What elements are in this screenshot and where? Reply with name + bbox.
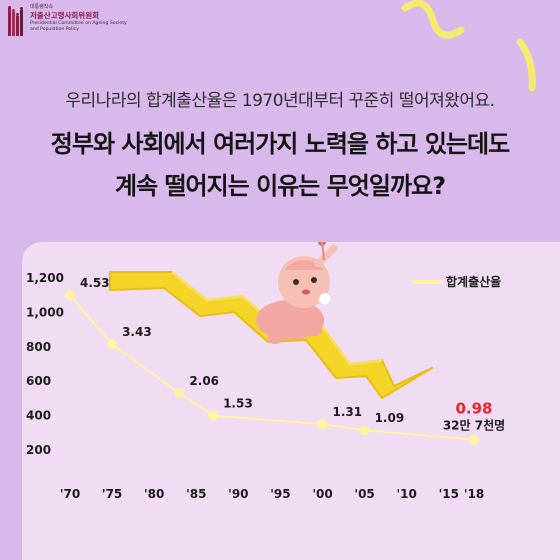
x-tick-label: '18 — [464, 487, 484, 501]
data-point — [65, 290, 75, 301]
y-tick-label: 1,200 — [26, 271, 64, 285]
x-tick-label: '10 — [396, 487, 416, 501]
data-label: 1.53 — [223, 397, 253, 411]
headline-line-2: 계속 떨어지는 이유는 무엇일까요? — [114, 172, 446, 200]
baby-illustration-icon — [256, 242, 338, 344]
data-point — [359, 425, 370, 436]
x-tick-label: '70 — [60, 487, 80, 501]
y-tick-label: 200 — [26, 443, 51, 457]
data-label-final: 0.98 — [455, 400, 492, 418]
committee-logo: 대통령직속 저출산고령사회위원회 Presidential Committee … — [8, 4, 128, 46]
legend-label: 합계출산율 — [446, 274, 501, 289]
logo-subtitle: Presidential Committee on Ageing Society… — [30, 21, 127, 32]
data-point — [317, 419, 328, 430]
x-tick-label: '90 — [228, 487, 248, 501]
decorative-stroke-right — [516, 38, 536, 92]
x-tick-label: '75 — [102, 487, 122, 501]
y-tick-label: 800 — [26, 340, 51, 354]
y-tick-label: 1,000 — [26, 305, 64, 319]
x-tick-label: '00 — [312, 487, 332, 501]
data-point — [208, 410, 219, 421]
data-point — [469, 434, 479, 445]
data-label: 1.09 — [375, 411, 405, 425]
subtitle: 우리나라의 합계출산율은 1970년대부터 꾸준히 떨어져왔어요. — [65, 91, 495, 111]
logo-top-text: 대통령직속 — [30, 4, 54, 10]
chart-panel: 1,200 1,000 800 600 400 200 '70 '75 '80 '85 '90 '95… — [22, 242, 560, 560]
logo-emblem-icon — [8, 6, 23, 36]
x-tick-label: '80 — [144, 487, 164, 501]
x-tick-label: '05 — [354, 487, 374, 501]
data-label: 1.31 — [333, 405, 363, 419]
data-label: 2.06 — [189, 374, 219, 388]
fertility-rate-chart: 1,200 1,000 800 600 400 200 '70 '75 '80 '85 '90 '95… — [26, 242, 505, 501]
data-point — [174, 388, 185, 399]
data-label: 3.43 — [122, 325, 152, 339]
logo-title: 저출산고령사회위원회 — [30, 11, 99, 20]
y-tick-label: 400 — [26, 409, 51, 423]
x-tick-label: '85 — [186, 487, 206, 501]
x-tick-label: '15 — [439, 487, 459, 501]
decorative-squiggle-top — [401, 0, 465, 39]
headline-line-1: 정부와 사회에서 여러가지 노력을 하고 있는데도 — [50, 130, 510, 158]
x-tick-label: '95 — [270, 487, 290, 501]
y-tick-label: 600 — [26, 374, 51, 388]
births-annotation: 32만 7천명 — [443, 418, 505, 433]
data-label: 4.53 — [80, 276, 110, 290]
data-point — [107, 339, 118, 350]
